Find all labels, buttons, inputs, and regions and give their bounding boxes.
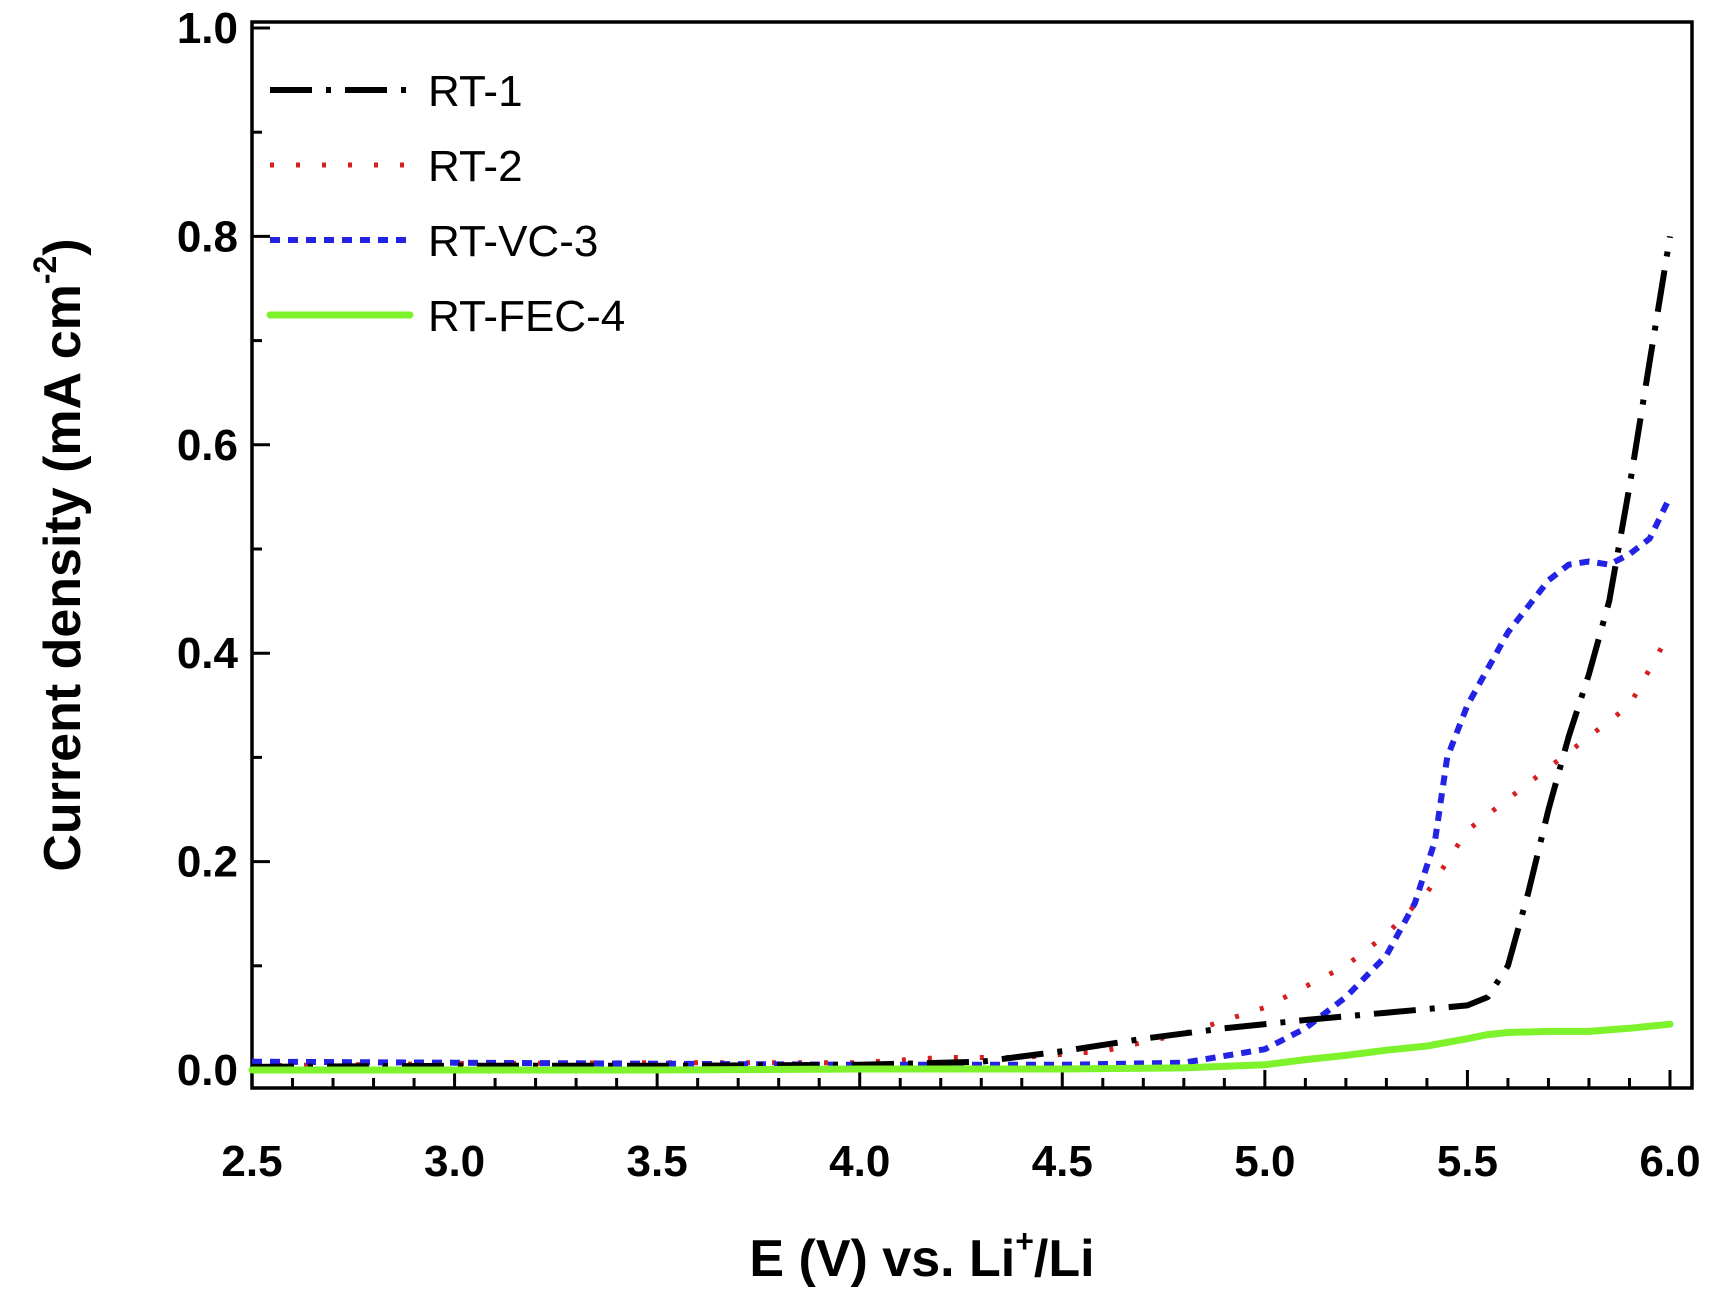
x-tick-label: 3.0 <box>424 1137 485 1186</box>
y-axis-title-sup: -2 <box>27 256 63 284</box>
x-axis-title: E (V) vs. Li+/Li <box>749 1223 1094 1288</box>
series-line-rt-1 <box>251 235 1673 1070</box>
x-tick-label: 4.0 <box>829 1137 890 1186</box>
plot-area <box>250 20 1694 1090</box>
x-tick-label: 2.5 <box>221 1137 282 1186</box>
y-axis-title-tail: ) <box>34 238 92 255</box>
y-axis-title-main: Current density (mA cm <box>34 284 92 872</box>
y-tick-label: 0.6 <box>177 421 238 470</box>
series-lines <box>248 235 1674 1074</box>
legend-label-rt-2: RT-2 <box>428 142 523 191</box>
y-tick-label: 0.8 <box>177 212 238 261</box>
x-tick-label: 4.5 <box>1032 1137 1093 1186</box>
y-axis-ticks: 0.0 0.2 0.4 0.6 0.8 1.0 <box>177 4 270 1095</box>
y-axis-title: Current density (mA cm-2) <box>27 238 92 871</box>
x-tick-label: 5.5 <box>1437 1137 1498 1186</box>
legend-label-rt-fec-4: RT-FEC-4 <box>428 292 625 341</box>
x-axis-title-sup: + <box>1015 1223 1034 1259</box>
y-tick-label: 0.4 <box>177 629 239 678</box>
legend: RT-1 RT-2 RT-VC-3 RT-FEC-4 <box>266 67 625 341</box>
x-tick-label: 5.0 <box>1234 1137 1295 1186</box>
x-tick-label: 6.0 <box>1639 1137 1700 1186</box>
legend-label-rt-1: RT-1 <box>428 67 523 116</box>
y-tick-label: 1.0 <box>177 4 238 53</box>
x-axis-title-main: E (V) vs. Li <box>749 1230 1015 1288</box>
legend-label-rt-vc-3: RT-VC-3 <box>428 217 598 266</box>
series-line-rt-fec-4 <box>248 1020 1674 1074</box>
x-tick-label: 3.5 <box>627 1137 688 1186</box>
y-tick-label: 0.0 <box>177 1046 238 1095</box>
x-axis-ticks: 2.5 3.0 3.5 4.0 4.5 5.0 5.5 6.0 <box>221 1070 1701 1186</box>
y-tick-label: 0.2 <box>177 838 238 887</box>
x-axis-title-tail: /Li <box>1034 1230 1095 1288</box>
